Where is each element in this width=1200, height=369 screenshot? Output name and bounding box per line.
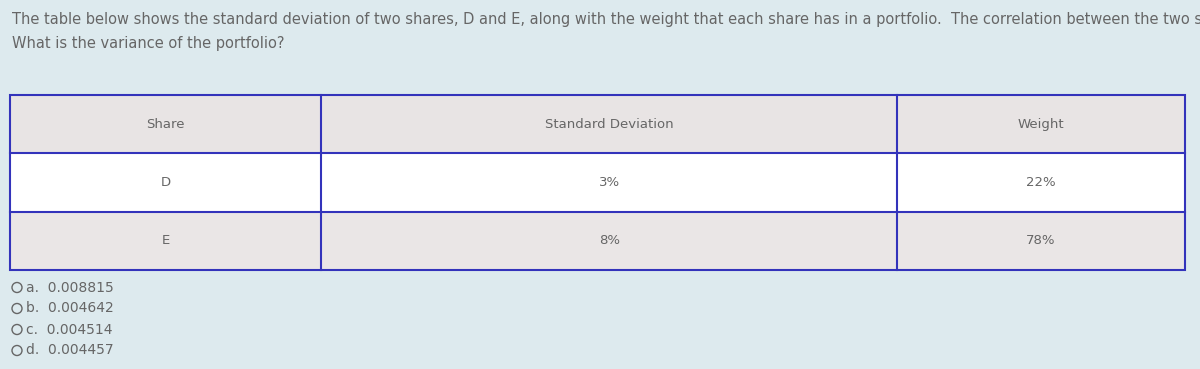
Text: 22%: 22% — [1026, 176, 1056, 189]
Text: 78%: 78% — [1026, 234, 1056, 247]
Bar — [322, 154, 898, 212]
Text: What is the variance of the portfolio?: What is the variance of the portfolio? — [12, 36, 284, 51]
Text: 8%: 8% — [599, 234, 619, 247]
Text: Weight: Weight — [1018, 118, 1064, 131]
Text: d.  0.004457: d. 0.004457 — [26, 344, 114, 358]
Text: D: D — [161, 176, 170, 189]
Text: E: E — [162, 234, 170, 247]
Text: c.  0.004514: c. 0.004514 — [26, 323, 113, 337]
Bar — [898, 95, 1186, 154]
Bar — [10, 95, 1186, 270]
Bar — [10, 212, 322, 270]
Bar — [322, 95, 898, 154]
Text: b.  0.004642: b. 0.004642 — [26, 301, 114, 315]
Text: Standard Deviation: Standard Deviation — [545, 118, 673, 131]
Text: a.  0.008815: a. 0.008815 — [26, 280, 114, 294]
Text: 3%: 3% — [599, 176, 620, 189]
Bar — [322, 212, 898, 270]
Bar — [898, 212, 1186, 270]
Text: Share: Share — [146, 118, 185, 131]
Bar — [898, 154, 1186, 212]
Text: The table below shows the standard deviation of two shares, D and E, along with : The table below shows the standard devia… — [12, 12, 1200, 27]
Bar — [10, 154, 322, 212]
Bar — [10, 95, 322, 154]
